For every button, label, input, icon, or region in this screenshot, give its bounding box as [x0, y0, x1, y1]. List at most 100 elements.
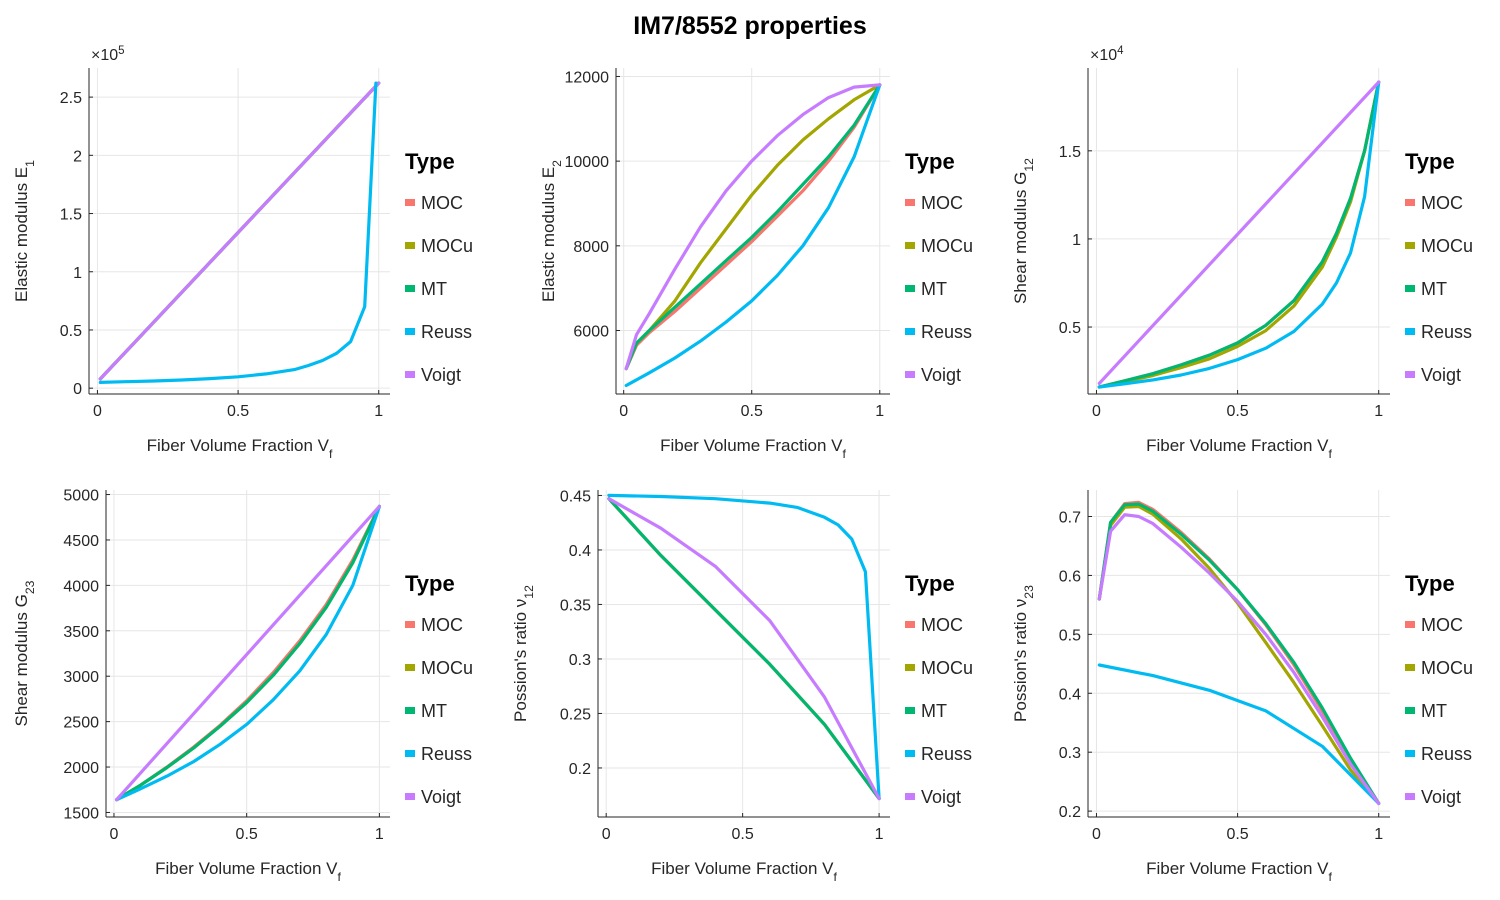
y-tick-label: 0.4	[1059, 686, 1081, 703]
legend-swatch-mocu	[1405, 242, 1415, 249]
y-axis-label: Shear modulus G23	[12, 580, 37, 726]
chart-panel-3: 0 0.5 1 0.5 1 1.5 ×104 Fiber Volume Fraction Vf…	[1011, 45, 1473, 461]
x-tick-label: 0.5	[732, 826, 754, 843]
y-tick-label: 0.25	[560, 706, 591, 723]
x-tick-label: 0	[619, 403, 628, 420]
legend-swatch-voigt	[905, 793, 915, 800]
x-tick-label: 1	[1374, 403, 1383, 420]
y-tick-label: 8000	[573, 239, 609, 256]
legend-label-reuss: Reuss	[1421, 322, 1472, 342]
y-tick-label: 0.2	[569, 761, 591, 778]
x-tick-label: 0.5	[1226, 403, 1248, 420]
legend-swatch-voigt	[1405, 793, 1415, 800]
legend-label-mt: MT	[421, 701, 447, 721]
y-tick-label: 0.5	[60, 323, 82, 340]
legend-label-mt: MT	[1421, 279, 1447, 299]
x-tick-label: 0.5	[227, 403, 249, 420]
y-tick-label: 1	[1072, 232, 1081, 249]
series-line-mt	[1097, 80, 1381, 389]
legend-swatch-voigt	[1405, 371, 1415, 378]
x-tick-label: 0	[1092, 403, 1101, 420]
x-tick-label: 0	[1092, 826, 1101, 843]
series-line-voigt	[1097, 513, 1381, 806]
series-line-voigt	[98, 81, 381, 381]
legend-swatch-moc	[405, 199, 415, 206]
y-tick-label: 10000	[565, 154, 610, 171]
series-line-reuss	[624, 83, 882, 388]
legend-title: Type	[905, 571, 955, 596]
legend-swatch-voigt	[405, 793, 415, 800]
series-line-moc	[624, 83, 882, 371]
legend-label-moc: MOC	[921, 615, 963, 635]
y-tick-label: 4500	[63, 533, 99, 550]
legend-label-voigt: Voigt	[1421, 787, 1461, 807]
y-tick-label: 0.6	[1059, 568, 1081, 585]
y-tick-label: 2500	[63, 715, 99, 732]
series-line-voigt	[607, 497, 881, 801]
x-axis-label: Fiber Volume Fraction Vf	[155, 859, 341, 884]
legend-label-reuss: Reuss	[421, 744, 472, 764]
legend-swatch-moc	[405, 621, 415, 628]
y-axis-label: Possion's ratio ν23	[1011, 585, 1036, 722]
legend-swatch-mt	[905, 285, 915, 292]
x-axis-label: Fiber Volume Fraction Vf	[651, 859, 837, 884]
legend-label-moc: MOC	[1421, 615, 1463, 635]
y-tick-label: 4000	[63, 578, 99, 595]
series-line-voigt	[1097, 80, 1381, 385]
y-tick-label: 0.2	[1059, 804, 1081, 821]
chart-panel-4: 0 0.5 1 1500 2000 2500 3000 3500 4000 4500 5000 Fib…	[12, 488, 473, 884]
chart-panel-6: 0 0.5 1 0.2 0.3 0.4 0.5 0.6 0.7 Fiber Volume Frac…	[1011, 490, 1473, 884]
chart-panel-1: 0 0.5 1 0 0.5 1 1.5 2 2.5 ×105 Fiber Volume Fracti…	[12, 45, 473, 461]
series-line-mt	[607, 497, 881, 801]
chart-panel-2: 0 0.5 1 6000 8000 10000 12000 Fiber Volume Frac…	[539, 68, 973, 461]
legend-label-mocu: MOCu	[421, 236, 473, 256]
legend-swatch-mocu	[905, 242, 915, 249]
legend-label-moc: MOC	[421, 615, 463, 635]
legend-label-reuss: Reuss	[1421, 744, 1472, 764]
y-tick-label: 0.5	[1059, 320, 1081, 337]
series-line-reuss	[1097, 663, 1381, 806]
x-axis-label: Fiber Volume Fraction Vf	[147, 436, 333, 461]
series-line-moc	[1097, 500, 1381, 806]
x-tick-label: 1	[1374, 826, 1383, 843]
legend-swatch-reuss	[1405, 328, 1415, 335]
axis-exponent-label: ×105	[91, 45, 125, 64]
chart-panel-5: 0 0.5 1 0.2 0.25 0.3 0.35 0.4 0.45 Fiber Volume F…	[511, 488, 973, 884]
x-axis-label: Fiber Volume Fraction Vf	[660, 436, 846, 461]
legend-swatch-mocu	[905, 664, 915, 671]
figure-title: IM7/8552 properties	[633, 12, 867, 40]
series-line-reuss	[1097, 80, 1381, 389]
y-tick-label: 2000	[63, 760, 99, 777]
axis-exponent-label: ×104	[1090, 45, 1124, 64]
legend-label-voigt: Voigt	[921, 365, 961, 385]
legend-label-mocu: MOCu	[921, 658, 973, 678]
series-line-mocu	[624, 83, 882, 371]
legend-swatch-mt	[405, 285, 415, 292]
y-tick-label: 0.4	[569, 543, 591, 560]
x-tick-label: 1	[875, 826, 884, 843]
legend-label-mt: MT	[921, 279, 947, 299]
y-tick-label: 1	[73, 265, 82, 282]
y-tick-label: 0.5	[1059, 627, 1081, 644]
legend-title: Type	[1405, 571, 1455, 596]
legend-label-voigt: Voigt	[921, 787, 961, 807]
x-tick-label: 0.5	[1226, 826, 1248, 843]
y-tick-label: 0.35	[560, 597, 591, 614]
y-tick-label: 1500	[63, 805, 99, 822]
x-axis-label: Fiber Volume Fraction Vf	[1146, 859, 1332, 884]
series-line-mt	[624, 83, 882, 371]
legend-swatch-reuss	[405, 328, 415, 335]
y-tick-label: 3000	[63, 669, 99, 686]
y-tick-label: 0.3	[1059, 745, 1081, 762]
legend-swatch-reuss	[405, 750, 415, 757]
legend-swatch-mocu	[1405, 664, 1415, 671]
legend-swatch-moc	[905, 621, 915, 628]
legend-swatch-mocu	[405, 242, 415, 249]
legend-label-mt: MT	[421, 279, 447, 299]
series-line-reuss	[98, 81, 378, 384]
legend-label-moc: MOC	[921, 193, 963, 213]
series-line-reuss	[114, 504, 381, 802]
y-tick-label: 2.5	[60, 90, 82, 107]
y-tick-label: 6000	[573, 323, 609, 340]
